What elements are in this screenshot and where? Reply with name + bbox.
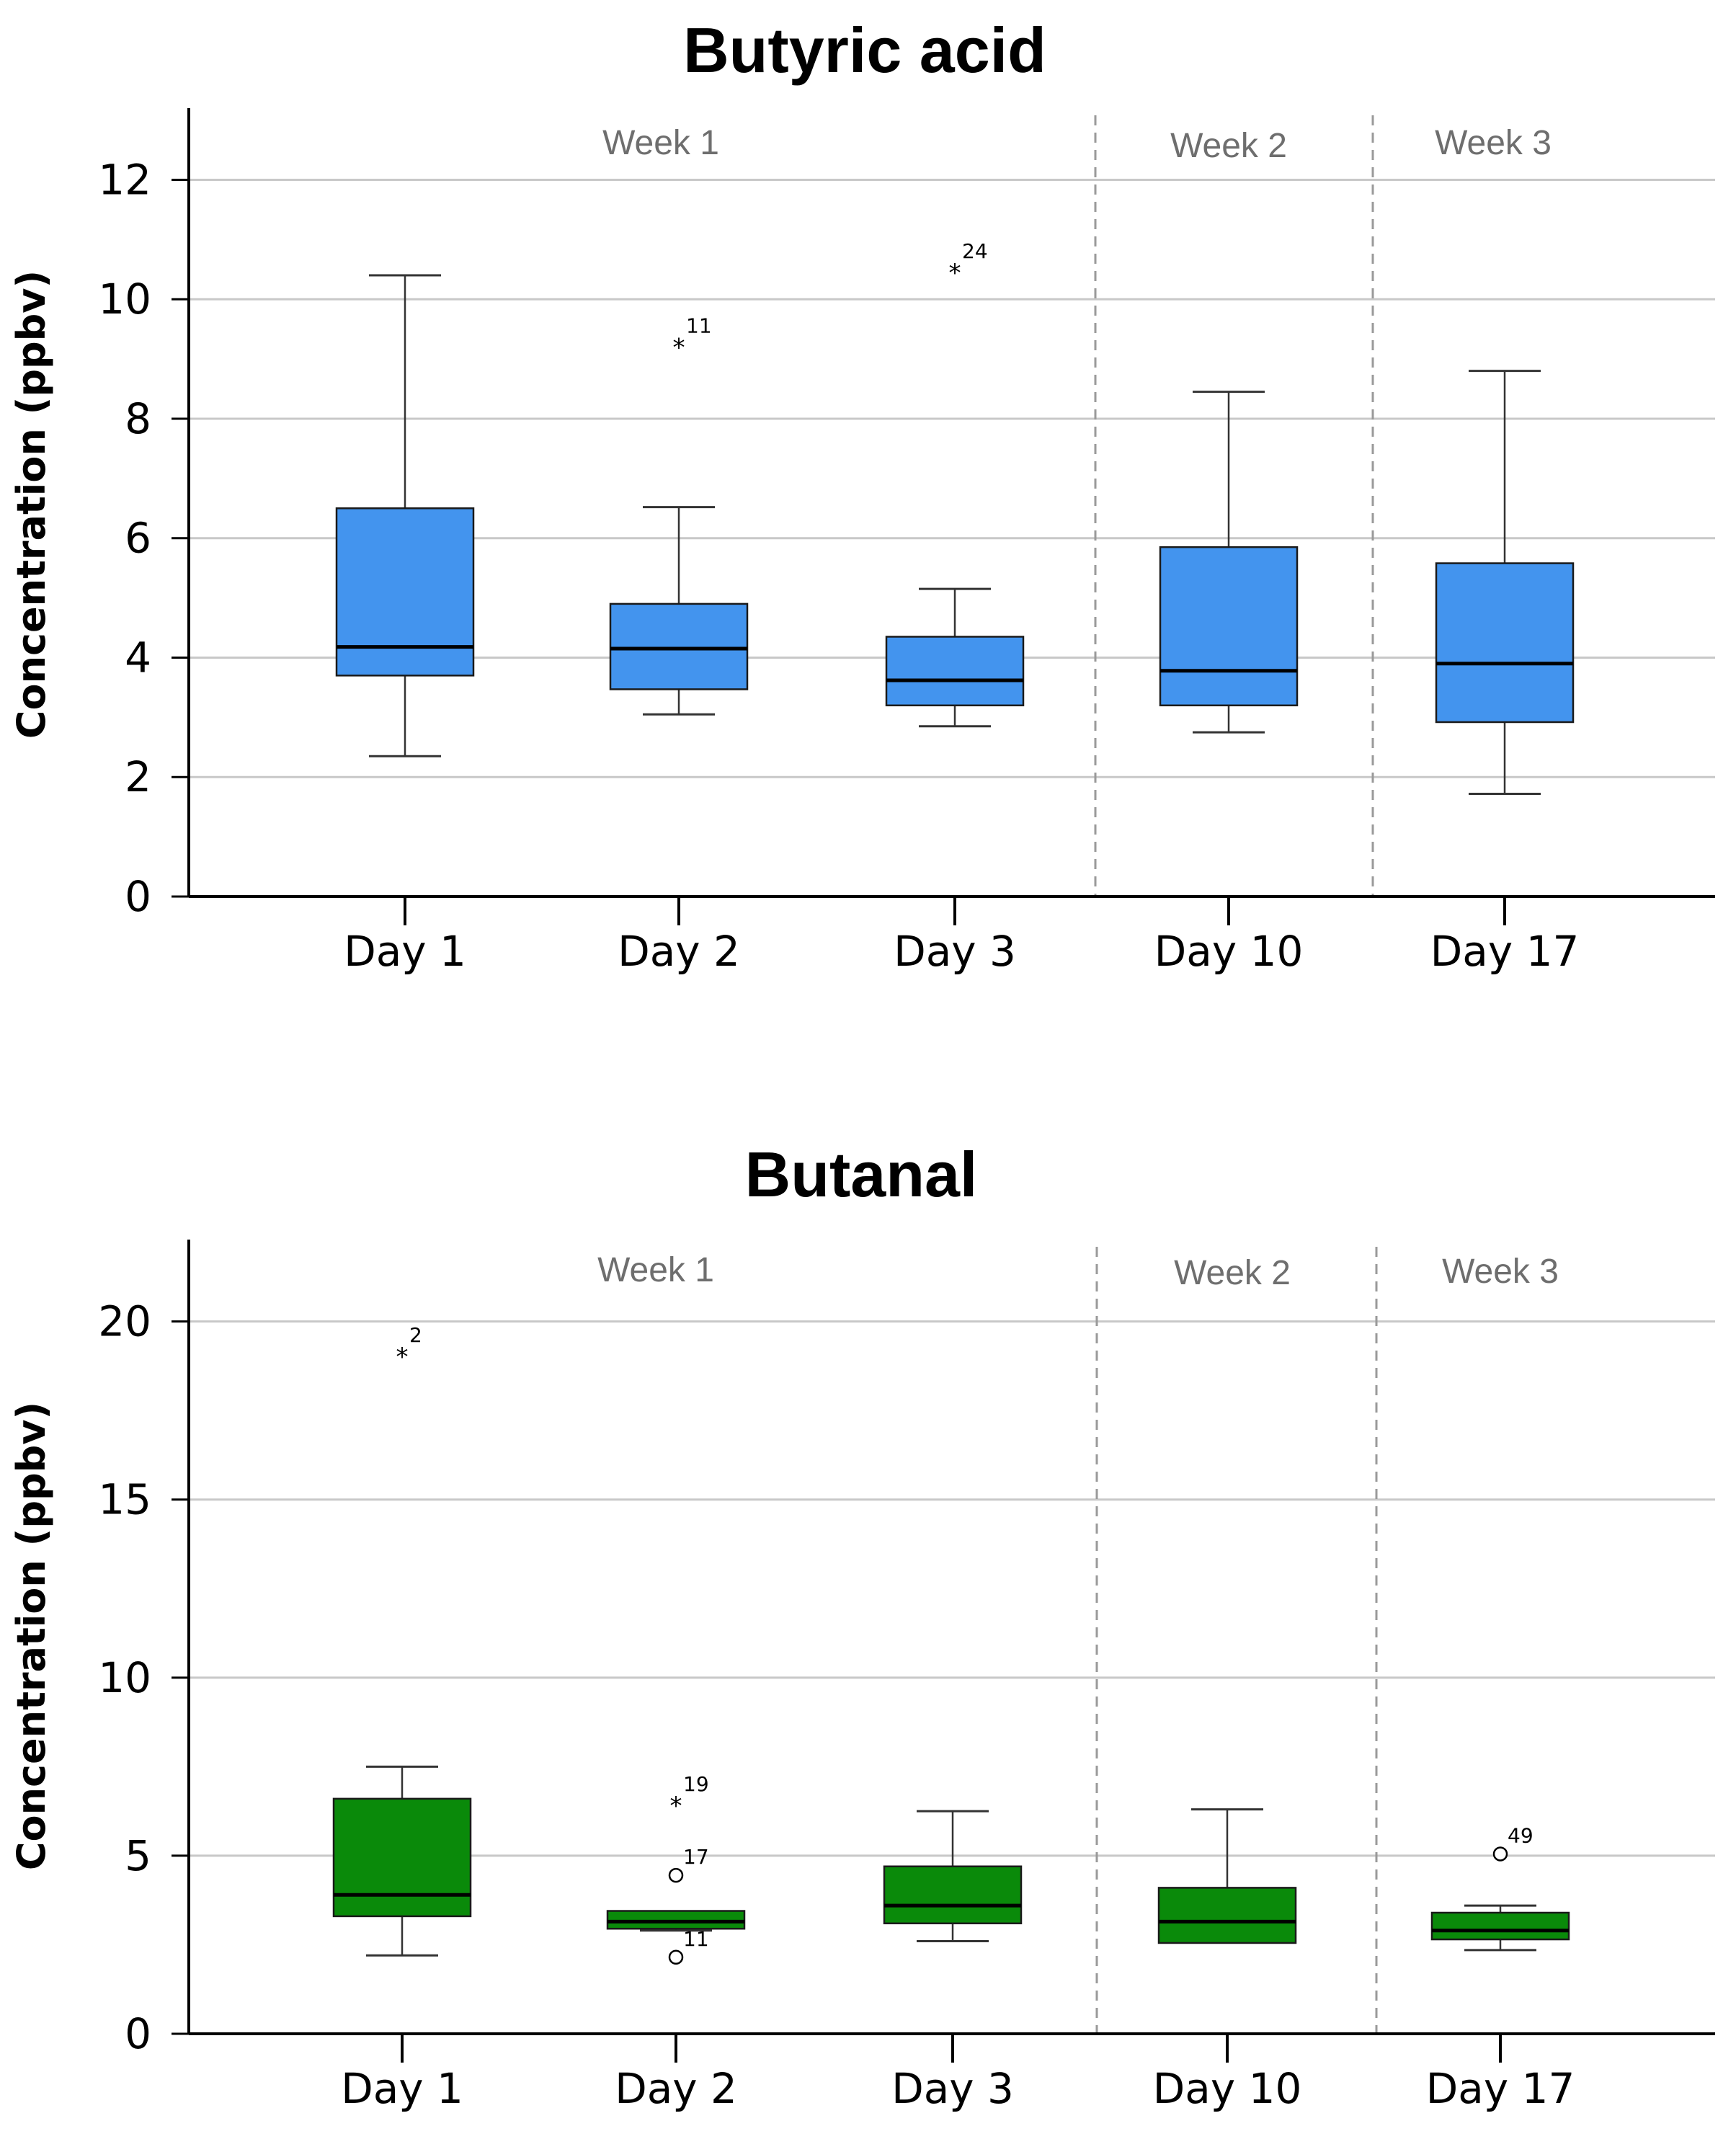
week-label: Week 2: [1170, 127, 1287, 165]
box-day-2: [609, 506, 749, 716]
y-tick-label: 12: [98, 155, 151, 204]
y-tick-label: 4: [125, 633, 151, 682]
box-day-3: [885, 587, 1025, 728]
box-day-17: [1435, 370, 1575, 795]
outlier-star: *: [949, 259, 961, 288]
x-tick-label: Day 17: [1426, 2064, 1575, 2113]
outlier-star: *: [673, 333, 685, 362]
box-iqr: [609, 602, 749, 690]
x-tick-label: Day 10: [1154, 927, 1304, 976]
y-tick-label: 20: [98, 1297, 151, 1346]
week-label: Week 1: [597, 1251, 714, 1289]
y-axis-label: Concentration (ppbv): [9, 1402, 54, 1870]
box-iqr: [1159, 546, 1299, 707]
box-day-3: [883, 1810, 1023, 1943]
box-day-17: [1430, 1904, 1570, 1952]
chart-title: Butyric acid: [683, 14, 1046, 86]
outlier-circle: [1492, 1846, 1508, 1862]
y-tick-label: 6: [125, 514, 151, 563]
box-day-1: [332, 1765, 472, 1957]
outlier-label: 24: [962, 239, 988, 263]
x-tick-label: Day 2: [615, 2064, 737, 2113]
outlier-label: 17: [683, 1845, 709, 1869]
x-tick-label: Day 1: [344, 927, 466, 976]
y-tick-label: 10: [98, 275, 151, 324]
y-tick-label: 10: [98, 1653, 151, 1702]
y-tick-label: 2: [125, 752, 151, 801]
outlier-star: *: [396, 1343, 409, 1371]
x-tick-label: Day 17: [1430, 927, 1580, 976]
week-label: Week 2: [1174, 1254, 1291, 1292]
box-iqr: [1435, 562, 1575, 724]
y-tick-label: 8: [125, 394, 151, 443]
y-tick-label: 0: [125, 2009, 151, 2058]
box-iqr: [335, 507, 475, 677]
y-tick-label: 0: [125, 872, 151, 921]
y-tick-label: 15: [98, 1475, 151, 1524]
x-tick-label: Day 3: [891, 2064, 1014, 2113]
outlier-star: *: [670, 1792, 682, 1820]
box-iqr: [1157, 1887, 1297, 1944]
x-tick-label: Day 1: [341, 2064, 463, 2113]
outlier-label: 11: [683, 1927, 709, 1951]
box-iqr: [885, 636, 1025, 707]
outlier-label: 19: [683, 1772, 709, 1796]
week-label: Week 1: [602, 124, 719, 162]
x-tick-label: Day 10: [1153, 2064, 1302, 2113]
outlier-label: 11: [686, 313, 712, 337]
box-iqr: [883, 1865, 1023, 1925]
box-day-2: [606, 1910, 746, 1932]
week-label: Week 3: [1435, 124, 1552, 162]
outlier-label: 2: [409, 1323, 422, 1347]
outlier-label: 49: [1508, 1823, 1534, 1847]
box-day-10: [1157, 1808, 1297, 1944]
box-day-10: [1159, 391, 1299, 734]
y-tick-label: 5: [125, 1831, 151, 1880]
chart-title: Butanal: [745, 1139, 978, 1210]
chart-butanal: Butanal Concentration (ppbv) 0 5 10 15 20 Week …: [9, 1139, 1715, 2113]
box-iqr: [332, 1797, 472, 1918]
y-axis-label: Concentration (ppbv): [9, 270, 54, 739]
x-tick-label: Day 3: [894, 927, 1016, 976]
outlier-circle: [668, 1949, 684, 1965]
x-tick-label: Day 2: [618, 927, 740, 976]
box-day-1: [335, 274, 475, 757]
box-iqr: [1430, 1911, 1570, 1941]
week-label: Week 3: [1442, 1253, 1559, 1291]
outlier-circle: [668, 1867, 684, 1883]
